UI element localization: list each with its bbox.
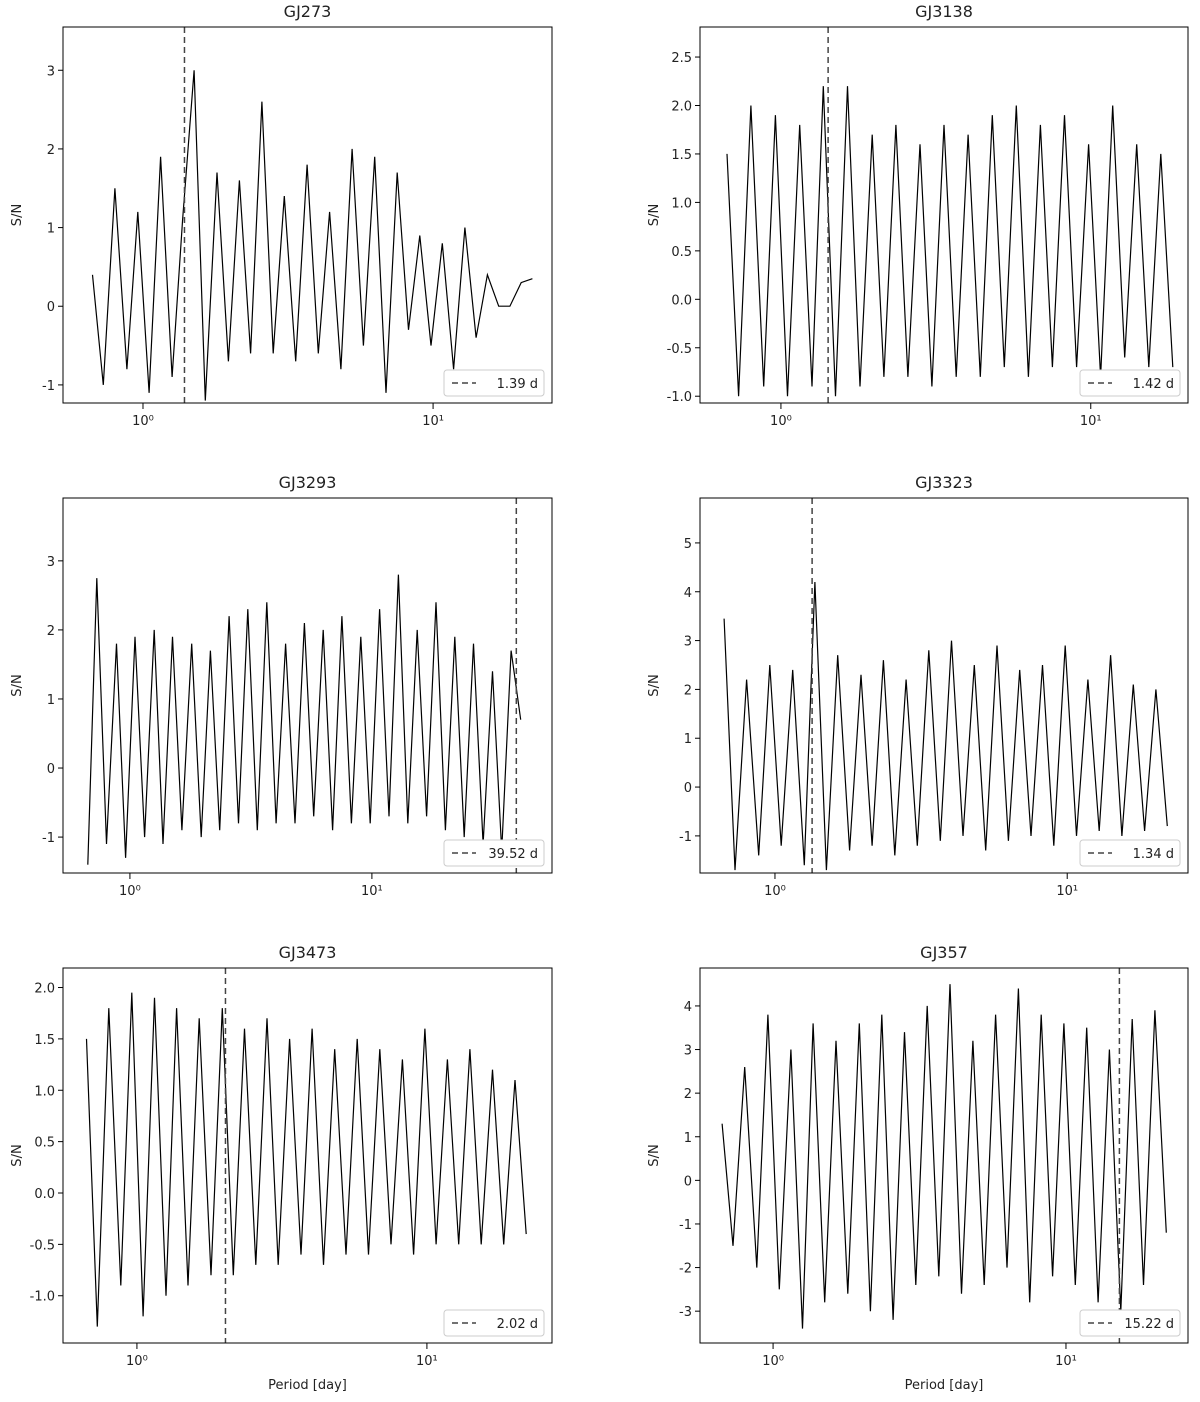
x-tick-label: 10¹ — [1055, 1354, 1077, 1369]
x-tick-label: 10⁰ — [126, 1354, 148, 1369]
y-axis-label: S/N — [647, 674, 662, 696]
axes-frame — [62, 497, 553, 874]
y-tick-label: 5 — [684, 537, 692, 552]
y-tick-label: -1 — [42, 379, 55, 394]
chart-title: GJ3138 — [915, 2, 973, 21]
plot-area — [87, 498, 522, 873]
y-tick-label: 1.5 — [34, 1033, 55, 1048]
x-tick-label: 10⁰ — [764, 884, 786, 899]
signal-line — [723, 581, 1168, 871]
axes-frame — [699, 497, 1189, 874]
y-tick-label: 1 — [47, 222, 55, 237]
legend-label: 39.52 d — [488, 847, 538, 862]
axes-frame — [62, 26, 553, 404]
y-tick-label: 3 — [684, 1044, 692, 1059]
y-tick-label: 3 — [47, 555, 55, 570]
chart-title: GJ357 — [920, 943, 968, 962]
legend-box — [443, 1309, 545, 1337]
x-tick-label: 10¹ — [416, 1354, 438, 1369]
plot-area — [726, 27, 1174, 403]
legend-box — [1079, 839, 1181, 867]
y-tick-label: 2 — [684, 1087, 692, 1102]
y-tick-label: -0.5 — [30, 1238, 55, 1253]
y-tick-label: 2 — [684, 683, 692, 698]
axes-frame — [699, 26, 1189, 404]
y-tick-label: 2.0 — [34, 982, 55, 997]
y-axis-label: S/N — [10, 674, 25, 696]
legend-box — [1079, 369, 1181, 397]
legend-label: 1.34 d — [1133, 847, 1174, 862]
axes-frame — [62, 967, 553, 1344]
y-tick-label: -2 — [679, 1262, 692, 1277]
y-tick-label: 0.5 — [671, 245, 692, 260]
legend-box — [1079, 1309, 1181, 1337]
y-tick-label: 0.0 — [34, 1187, 55, 1202]
y-tick-label: 1 — [684, 1131, 692, 1146]
legend-label: 2.02 d — [497, 1317, 538, 1332]
y-axis-label: S/N — [647, 1144, 662, 1166]
plot-area — [721, 968, 1167, 1343]
y-tick-label: 2 — [47, 624, 55, 639]
y-tick-label: 2.0 — [671, 99, 692, 114]
y-tick-label: -1.0 — [667, 390, 692, 405]
legend-box — [443, 369, 545, 397]
x-tick-label: 10⁰ — [119, 884, 141, 899]
y-axis-label: S/N — [10, 204, 25, 226]
x-tick-label: 10⁰ — [762, 1354, 784, 1369]
x-tick-label: 10¹ — [1056, 884, 1078, 899]
plot-area — [85, 968, 527, 1343]
y-tick-label: -1 — [679, 830, 692, 845]
y-tick-label: 0 — [47, 762, 55, 777]
x-tick-label: 10⁰ — [770, 414, 792, 429]
y-tick-label: -3 — [679, 1305, 692, 1320]
signal-line — [87, 574, 522, 865]
y-tick-label: 4 — [684, 586, 692, 601]
y-tick-label: 1 — [47, 693, 55, 708]
y-tick-label: 0 — [684, 1174, 692, 1189]
legend-label: 1.39 d — [497, 377, 538, 392]
plot-area — [91, 27, 533, 403]
signal-line — [85, 992, 527, 1327]
y-tick-label: -0.5 — [667, 342, 692, 357]
x-tick-label: 10¹ — [361, 884, 383, 899]
y-tick-label: 0.0 — [671, 293, 692, 308]
y-axis-label: S/N — [10, 1144, 25, 1166]
y-tick-label: -1 — [679, 1218, 692, 1233]
y-tick-label: 1.0 — [671, 196, 692, 211]
chart-title: GJ3293 — [279, 473, 337, 492]
legend-box — [443, 839, 545, 867]
plot-area — [723, 498, 1168, 873]
y-tick-label: 1.0 — [34, 1084, 55, 1099]
x-axis-label: Period [day] — [905, 1378, 984, 1393]
chart-title: GJ3323 — [915, 473, 973, 492]
y-axis-label: S/N — [647, 204, 662, 226]
legend-label: 1.42 d — [1133, 377, 1174, 392]
signal-line — [726, 86, 1174, 397]
chart-title: GJ273 — [284, 2, 332, 21]
x-axis-label: Period [day] — [268, 1378, 347, 1393]
y-tick-label: 0 — [684, 781, 692, 796]
x-tick-label: 10⁰ — [132, 414, 154, 429]
x-tick-label: 10¹ — [1080, 414, 1102, 429]
y-tick-label: 4 — [684, 1000, 692, 1015]
y-tick-label: 3 — [47, 64, 55, 79]
y-tick-label: 2.5 — [671, 51, 692, 66]
y-tick-label: 1.5 — [671, 148, 692, 163]
signal-line — [91, 70, 533, 401]
y-tick-label: -1.0 — [30, 1290, 55, 1305]
y-tick-label: 3 — [684, 635, 692, 650]
legend-label: 15.22 d — [1124, 1317, 1174, 1332]
axes-frame — [699, 967, 1189, 1344]
signal-line — [721, 984, 1167, 1329]
y-tick-label: 0 — [47, 300, 55, 315]
y-tick-label: 1 — [684, 732, 692, 747]
y-tick-label: 0.5 — [34, 1136, 55, 1151]
y-tick-label: -1 — [42, 831, 55, 846]
chart-title: GJ3473 — [279, 943, 337, 962]
x-tick-label: 10¹ — [422, 414, 444, 429]
y-tick-label: 2 — [47, 143, 55, 158]
